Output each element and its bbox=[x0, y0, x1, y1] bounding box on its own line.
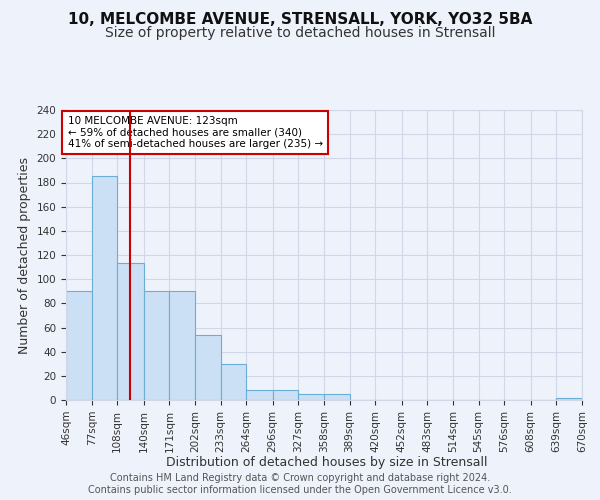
Bar bbox=[556, 398, 582, 400]
Bar bbox=[246, 390, 273, 400]
Bar bbox=[66, 291, 92, 400]
Bar bbox=[195, 335, 221, 400]
Text: Distribution of detached houses by size in Strensall: Distribution of detached houses by size … bbox=[166, 456, 488, 469]
Bar bbox=[117, 264, 144, 400]
Bar bbox=[144, 291, 169, 400]
Bar bbox=[92, 176, 117, 400]
Text: 10, MELCOMBE AVENUE, STRENSALL, YORK, YO32 5BA: 10, MELCOMBE AVENUE, STRENSALL, YORK, YO… bbox=[68, 12, 532, 28]
Bar bbox=[273, 390, 298, 400]
Bar bbox=[298, 394, 324, 400]
Bar bbox=[221, 364, 246, 400]
Y-axis label: Number of detached properties: Number of detached properties bbox=[18, 156, 31, 354]
Text: Contains HM Land Registry data © Crown copyright and database right 2024.
Contai: Contains HM Land Registry data © Crown c… bbox=[88, 474, 512, 495]
Bar bbox=[324, 394, 350, 400]
Text: Size of property relative to detached houses in Strensall: Size of property relative to detached ho… bbox=[105, 26, 495, 40]
Text: 10 MELCOMBE AVENUE: 123sqm
← 59% of detached houses are smaller (340)
41% of sem: 10 MELCOMBE AVENUE: 123sqm ← 59% of deta… bbox=[68, 116, 323, 149]
Bar bbox=[169, 291, 195, 400]
